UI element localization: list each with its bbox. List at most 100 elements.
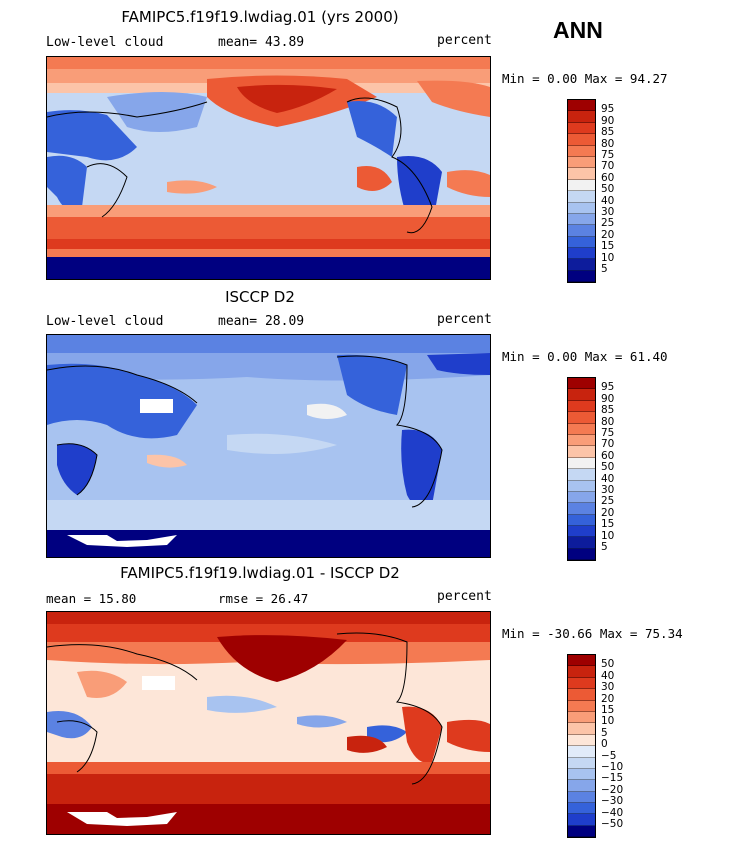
colorbar-tick-label: −5	[601, 749, 617, 762]
colorbar-tick-label: 5	[601, 541, 608, 553]
colorbar-swatch	[568, 825, 595, 838]
colorbar-tick-label: 50	[601, 461, 615, 474]
colorbar-swatch	[568, 803, 595, 815]
colorbar-swatch	[568, 746, 595, 758]
colorbar-tick-label: 75	[601, 427, 615, 439]
colorbar-swatch	[568, 526, 595, 538]
colorbar-tick-label: −20	[601, 783, 624, 796]
colorbar-swatch	[568, 723, 595, 735]
colorbar-tick-label: −50	[601, 818, 624, 830]
colorbar-swatch	[568, 168, 595, 180]
colorbar-tick-label: −40	[601, 806, 624, 819]
colorbar-tick-label: 70	[601, 160, 615, 173]
panel2-mean-label: mean= 28.09	[218, 314, 305, 329]
panel1-units-label: percent	[437, 33, 492, 48]
colorbar-tick-label: 20	[601, 228, 615, 241]
colorbar-swatch	[568, 122, 595, 135]
colorbar-swatch	[568, 111, 595, 123]
colorbar-swatch	[568, 423, 595, 435]
colorbar-swatch	[568, 548, 595, 561]
colorbar-tick-label: 10	[601, 529, 615, 542]
panel3-map-svg	[47, 612, 490, 834]
panel1-minmax: Min = 0.00 Max = 94.27	[502, 71, 668, 86]
colorbar-swatch	[568, 378, 595, 390]
colorbar-tick-label: 30	[601, 206, 615, 218]
colorbar-swatch	[568, 503, 595, 515]
colorbar-swatch	[568, 202, 595, 214]
colorbar-tick-label: 20	[601, 506, 615, 519]
colorbar-tick-label: 90	[601, 392, 615, 405]
colorbar-tick-label: 25	[601, 495, 615, 508]
colorbar-swatch	[568, 156, 595, 169]
colorbar-tick-label: −15	[601, 772, 624, 785]
colorbar-tick-label: 95	[601, 103, 615, 116]
colorbar-swatch	[568, 734, 595, 747]
colorbar-swatch	[568, 814, 595, 826]
colorbar-tick-label: 70	[601, 438, 615, 451]
colorbar-tick-label: 85	[601, 404, 615, 417]
colorbar-swatch	[568, 389, 595, 401]
panel3-rmse-label: rmse = 26.47	[218, 591, 309, 606]
colorbar-swatch	[568, 757, 595, 769]
colorbar-tick-label: 90	[601, 114, 615, 127]
panel2-title: ISCCP D2	[225, 288, 295, 306]
colorbar-tick-label: 40	[601, 669, 615, 682]
colorbar-tick-label: 30	[601, 484, 615, 496]
colorbar-swatch	[568, 514, 595, 527]
panel1-field-label: Low-level cloud	[46, 35, 164, 50]
colorbar-tick-label: 15	[601, 518, 615, 531]
colorbar-swatch	[568, 700, 595, 712]
colorbar-swatch	[568, 666, 595, 678]
colorbar-tick-label: 80	[601, 137, 615, 150]
colorbar-tick-label: 10	[601, 715, 615, 728]
colorbar-swatch	[568, 100, 595, 112]
colorbar-tick-label: 15	[601, 240, 615, 253]
colorbar-tick-label: 50	[601, 183, 615, 196]
colorbar-tick-label: 80	[601, 415, 615, 428]
panel1-title: FAMIPC5.f19f19.lwdiag.01 (yrs 2000)	[121, 8, 399, 26]
colorbar-tick-label: −10	[601, 761, 624, 773]
colorbar-swatch	[568, 711, 595, 724]
colorbar-tick-label: 20	[601, 692, 615, 705]
colorbar-tick-label: 5	[601, 263, 608, 275]
panel3-minmax: Min = -30.66 Max = 75.34	[502, 626, 683, 641]
panel3-units-label: percent	[437, 589, 492, 604]
colorbar-swatch	[568, 677, 595, 690]
panel1-map-svg	[47, 57, 490, 279]
colorbar-tick-label: 95	[601, 381, 615, 394]
panel1-map	[46, 56, 491, 280]
panel3-colorbar	[567, 654, 596, 839]
colorbar-tick-label: 10	[601, 251, 615, 264]
colorbar-swatch	[568, 480, 595, 492]
colorbar-tick-label: 5	[601, 726, 608, 739]
colorbar-swatch	[568, 457, 595, 470]
colorbar-swatch	[568, 768, 595, 781]
colorbar-swatch	[568, 491, 595, 504]
panel2-units-label: percent	[437, 312, 492, 327]
colorbar-swatch	[568, 791, 595, 804]
colorbar-swatch	[568, 179, 595, 192]
colorbar-swatch	[568, 446, 595, 458]
colorbar-swatch	[568, 270, 595, 283]
colorbar-tick-label: 0	[601, 738, 608, 751]
colorbar-swatch	[568, 145, 595, 157]
colorbar-tick-label: 60	[601, 171, 615, 184]
panel2-field-label: Low-level cloud	[46, 314, 164, 329]
colorbar-tick-label: 85	[601, 126, 615, 139]
colorbar-swatch	[568, 213, 595, 226]
season-label: ANN	[553, 17, 603, 43]
panel2-minmax: Min = 0.00 Max = 61.40	[502, 349, 668, 364]
colorbar-tick-label: 40	[601, 194, 615, 207]
colorbar-swatch	[568, 689, 595, 701]
colorbar-tick-label: 15	[601, 704, 615, 716]
colorbar-swatch	[568, 248, 595, 260]
colorbar-swatch	[568, 225, 595, 237]
panel3-title: FAMIPC5.f19f19.lwdiag.01 - ISCCP D2	[120, 564, 400, 582]
panel2-map-svg	[47, 335, 490, 557]
panel1-mean-label: mean= 43.89	[218, 35, 305, 50]
panel3-mean-label: mean = 15.80	[46, 591, 137, 606]
colorbar-tick-label: −30	[601, 795, 624, 808]
colorbar-tick-label: 75	[601, 149, 615, 161]
panel1-colorbar	[567, 99, 596, 284]
colorbar-swatch	[568, 134, 595, 146]
